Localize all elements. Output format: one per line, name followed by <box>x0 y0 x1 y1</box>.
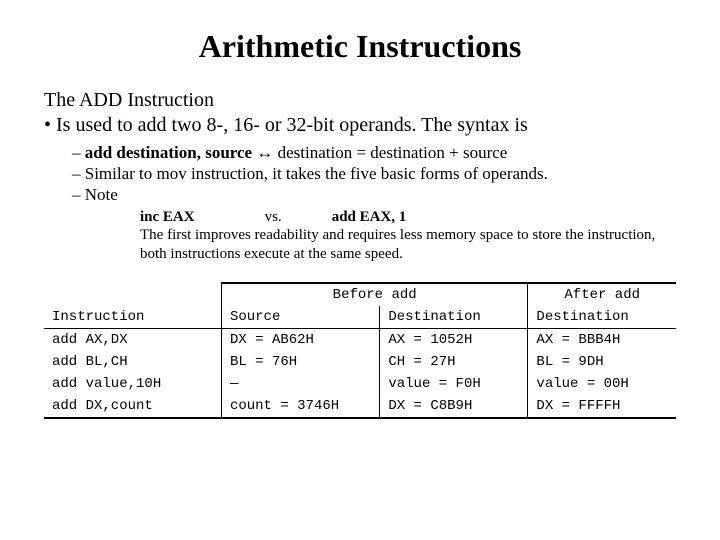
note-inc: inc EAX <box>140 209 195 225</box>
cell: count = 3746H <box>221 395 379 418</box>
th-dest-after: Destination <box>528 306 676 329</box>
cell: add AX,DX <box>44 328 221 351</box>
cell: — <box>221 373 379 395</box>
cell: BL = 9DH <box>528 351 676 373</box>
th-group-before: Before add <box>221 283 527 306</box>
th-group-after: After add <box>528 283 676 306</box>
table-row: add DX,count count = 3746H DX = C8B9H DX… <box>44 395 676 418</box>
bullet-sub-2: Similar to mov instruction, it takes the… <box>44 164 676 184</box>
th-source: Source <box>221 306 379 329</box>
cell: AX = 1052H <box>380 328 528 351</box>
section-subtitle: The ADD Instruction <box>44 89 676 112</box>
cell: DX = C8B9H <box>380 395 528 418</box>
note-vs: vs. <box>265 209 282 225</box>
cell: CH = 27H <box>380 351 528 373</box>
cell: add value,10H <box>44 373 221 395</box>
cell: BL = 76H <box>221 351 379 373</box>
table-row: add AX,DX DX = AB62H AX = 1052H AX = BBB… <box>44 328 676 351</box>
note-add: add EAX, 1 <box>332 209 407 225</box>
th-instruction: Instruction <box>44 306 221 329</box>
add-examples-table: Before add After add Instruction Source … <box>44 282 676 419</box>
bullet-sub-3: Note <box>44 185 676 205</box>
cell: AX = BBB4H <box>528 328 676 351</box>
bullet-sub-1-bold: add destination, source <box>85 143 252 162</box>
bullet-sub-1: add destination, source ↔ destination = … <box>44 143 676 163</box>
bullet-main: Is used to add two 8-, 16- or 32-bit ope… <box>44 114 676 137</box>
cell: DX = FFFFH <box>528 395 676 418</box>
cell: value = 00H <box>528 373 676 395</box>
note-body: The first improves readability and requi… <box>140 226 676 264</box>
note-line-1: inc EAX vs. add EAX, 1 <box>140 209 676 226</box>
table-row: add BL,CH BL = 76H CH = 27H BL = 9DH <box>44 351 676 373</box>
cell: add DX,count <box>44 395 221 418</box>
table-row: add value,10H — value = F0H value = 00H <box>44 373 676 395</box>
note-block: inc EAX vs. add EAX, 1 The first improves … <box>44 209 676 264</box>
bullet-sub-1-rest: ↔ destination = destination + source <box>252 143 507 162</box>
cell: value = F0H <box>380 373 528 395</box>
slide-title: Arithmetic Instructions <box>44 28 676 65</box>
cell: DX = AB62H <box>221 328 379 351</box>
th-dest-before: Destination <box>380 306 528 329</box>
cell: add BL,CH <box>44 351 221 373</box>
